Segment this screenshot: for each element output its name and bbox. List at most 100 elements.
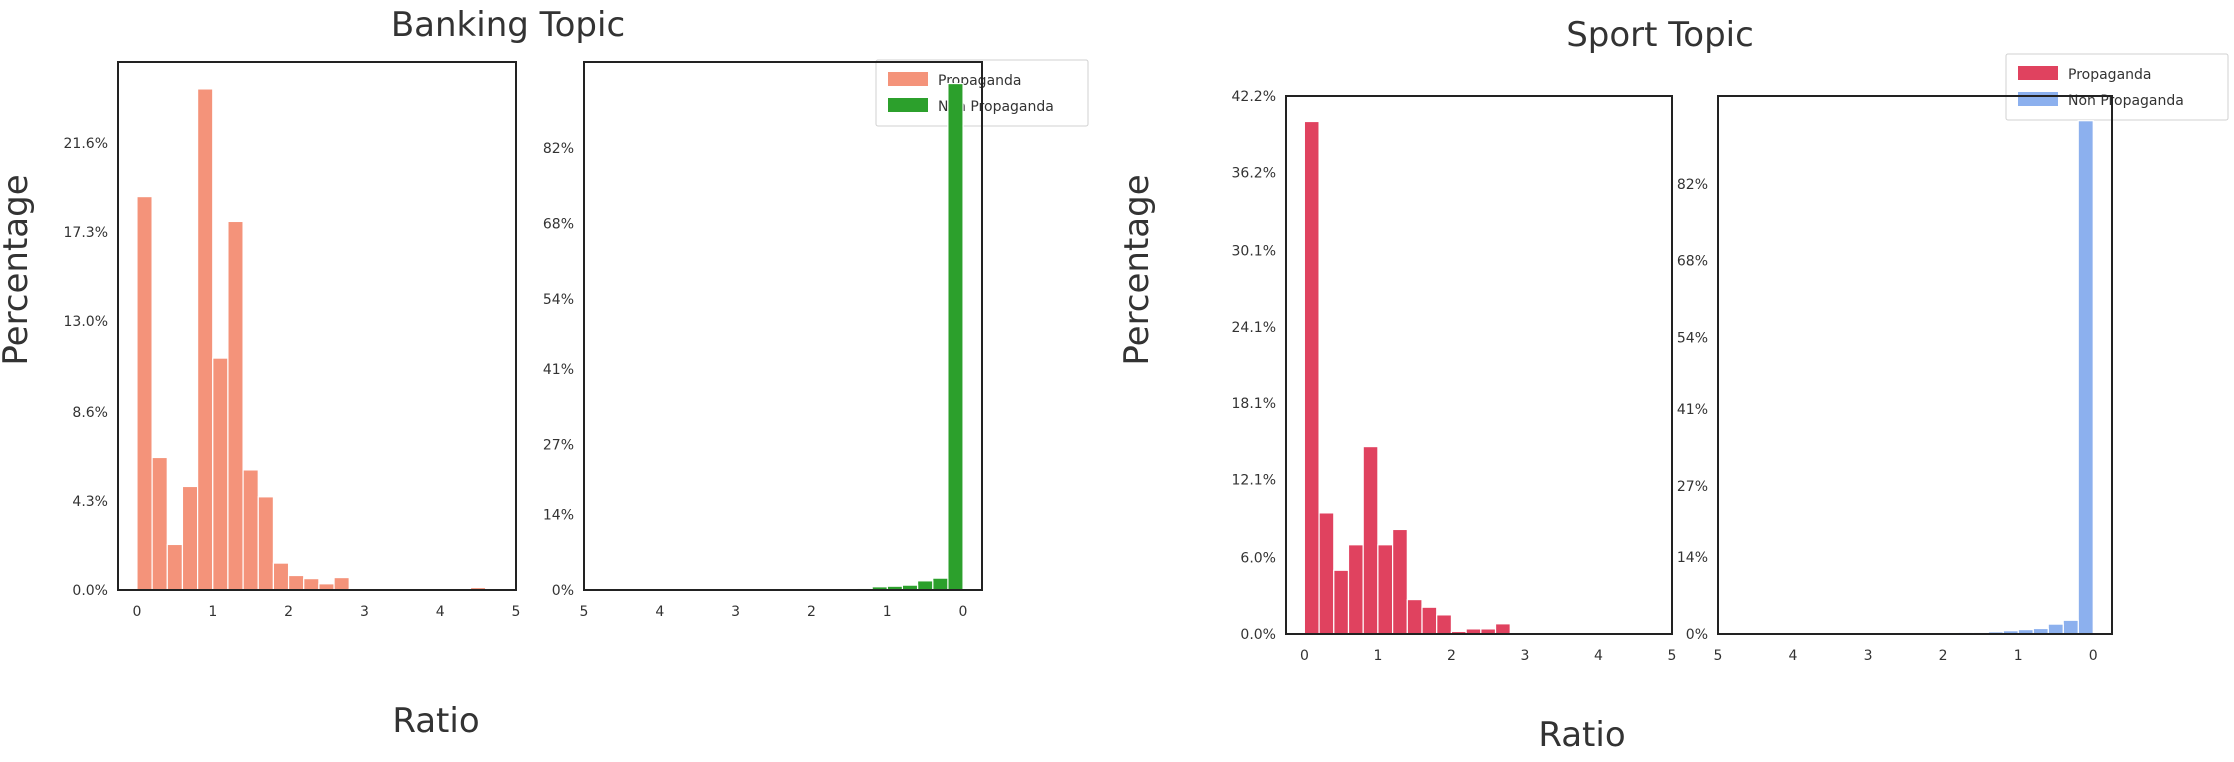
sport-propaganda-panel-ytick-label-0: 0.0%	[1240, 627, 1276, 643]
banking-propaganda-panel-ytick-label-2: 8.6%	[72, 405, 108, 421]
banking-xlabel: Ratio	[392, 701, 479, 741]
sport-nonpropaganda-panel-bar-0	[2077, 120, 2094, 635]
sport-propaganda-panel-bar-3	[1347, 544, 1364, 635]
banking-propaganda-panel-bar-11	[303, 578, 320, 591]
banking-nonpropaganda-panel-ytick-label-6: 82%	[543, 141, 574, 157]
sport-nonpropaganda-panel-bar-1	[2062, 619, 2079, 635]
banking-propaganda-panel-bars	[136, 88, 502, 591]
sport-nonpropaganda-panel-xtick-label-4: 1	[2014, 648, 2023, 664]
sport-nonpropaganda-panel-xtick-label-2: 3	[1864, 648, 1873, 664]
banking-nonpropaganda-panel-bars	[598, 82, 964, 591]
sport-propaganda-panel-bar-7	[1406, 598, 1423, 635]
sport-nonpropaganda-panel-ytick-label-0: 0%	[1686, 627, 1708, 643]
banking-propaganda-panel-xtick-label-2: 2	[284, 604, 293, 620]
banking-nonpropaganda-panel-ytick-label-2: 27%	[543, 438, 574, 454]
sport-nonpropaganda-panel-ytick-label-1: 14%	[1677, 550, 1708, 566]
banking-nonpropaganda-panel: 0% 14% 27% 41% 54% 68% 82% 5 4 3 2 1 0	[543, 61, 983, 620]
sport-nonpropaganda-panel-bar-2	[2047, 623, 2064, 635]
banking-legend-swatch-nonpropaganda	[888, 98, 928, 112]
banking-propaganda-panel-bar-1	[151, 456, 168, 591]
sport-ylabel: Percentage	[1117, 174, 1157, 365]
banking-propaganda-panel-bar-7	[242, 469, 259, 591]
sport-propaganda-panel-xtick-label-1: 1	[1373, 648, 1382, 664]
sport-propaganda-panel-xtick-label-0: 0	[1300, 648, 1309, 664]
sport-propaganda-panel-bar-5	[1377, 544, 1394, 635]
banking-nonpropaganda-panel-ytick-label-0: 0%	[552, 583, 574, 599]
sport-propaganda-panel-ytick-label-6: 36.2%	[1232, 166, 1276, 182]
banking-nonpropaganda-panel-bar-2	[916, 580, 934, 591]
sport-propaganda-panel: 0.0% 6.0% 12.1% 18.1% 24.1% 30.1% 36.2% 42.2% 0 1…	[1232, 89, 1677, 664]
sport-xlabel: Ratio	[1538, 715, 1625, 755]
banking-propaganda-panel-bar-6	[227, 220, 244, 591]
sport-group: Sport Topic Percentage Ratio Propaganda …	[1117, 15, 2229, 755]
banking-propaganda-panel-xtick-label-1: 1	[208, 604, 217, 620]
sport-propaganda-panel-bar-0	[1303, 120, 1320, 635]
banking-propaganda-panel-bar-4	[197, 88, 214, 591]
sport-nonpropaganda-panel-xtick-label-3: 2	[1939, 648, 1948, 664]
banking-nonpropaganda-panel-xtick-label-2: 3	[731, 604, 740, 620]
banking-propaganda-panel-xtick-label-0: 0	[133, 604, 142, 620]
sport-propaganda-panel-xtick-label-2: 2	[1447, 648, 1456, 664]
banking-propaganda-panel-bar-2	[166, 543, 184, 591]
banking-propaganda-panel-ytick-label-5: 21.6%	[64, 136, 108, 152]
banking-group: Banking Topic Percentage Ratio Propagand…	[0, 5, 1089, 741]
banking-title: Banking Topic	[391, 5, 625, 45]
sport-nonpropaganda-panel-frame	[1717, 95, 2113, 635]
banking-propaganda-panel-bar-3	[181, 485, 199, 591]
sport-nonpropaganda-panel-xtick-label-1: 4	[1789, 648, 1798, 664]
sport-legend-swatch-propaganda	[2018, 66, 2058, 80]
sport-propaganda-panel-xtick-label-4: 4	[1594, 648, 1603, 664]
banking-propaganda-panel-bar-0	[136, 195, 153, 591]
banking-nonpropaganda-panel-ytick-label-3: 41%	[543, 362, 574, 378]
sport-propaganda-panel-bars	[1303, 120, 1658, 635]
banking-nonpropaganda-panel-bar-0	[947, 82, 964, 591]
sport-legend: Propaganda Non Propaganda	[2005, 53, 2229, 121]
banking-propaganda-panel-frame	[117, 61, 517, 591]
sport-propaganda-panel-ytick-label-1: 6.0%	[1240, 551, 1276, 567]
banking-propaganda-panel-bar-5	[212, 357, 229, 591]
banking-propaganda-panel-ytick-label-1: 4.3%	[72, 494, 108, 510]
banking-nonpropaganda-panel-bar-1	[932, 577, 949, 591]
banking-propaganda-panel-xtick-label-4: 4	[436, 604, 445, 620]
sport-nonpropaganda-panel-xtick-label-0: 5	[1714, 648, 1723, 664]
sport-propaganda-panel-bar-13	[1494, 623, 1511, 635]
sport-propaganda-panel-bar-8	[1421, 606, 1438, 635]
sport-propaganda-panel-ytick-label-2: 12.1%	[1232, 473, 1276, 489]
banking-propaganda-panel-bar-13	[333, 576, 350, 591]
sport-legend-label-propaganda: Propaganda	[2068, 67, 2151, 83]
sport-propaganda-panel-ytick-label-4: 24.1%	[1232, 320, 1276, 336]
banking-nonpropaganda-panel-xtick-label-3: 2	[807, 604, 816, 620]
sport-nonpropaganda-panel-bars	[1732, 120, 2094, 635]
sport-nonpropaganda-panel-ytick-label-2: 27%	[1677, 479, 1708, 495]
sport-propaganda-panel-ytick-label-7: 42.2%	[1232, 89, 1276, 105]
banking-propaganda-panel-bar-9	[272, 562, 290, 591]
sport-propaganda-panel-bar-4	[1362, 445, 1379, 635]
sport-propaganda-panel-bar-1	[1318, 512, 1335, 635]
sport-propaganda-panel-bar-9	[1436, 614, 1453, 635]
banking-nonpropaganda-panel-ytick-label-1: 14%	[543, 508, 574, 524]
banking-nonpropaganda-panel-xtick-label-1: 4	[655, 604, 664, 620]
banking-ylabel: Percentage	[0, 174, 36, 365]
banking-propaganda-panel-ytick-label-3: 13.0%	[64, 314, 108, 330]
sport-nonpropaganda-panel-ytick-label-6: 82%	[1677, 177, 1708, 193]
sport-propaganda-panel-frame	[1285, 95, 1673, 635]
banking-propaganda-panel-bar-10	[287, 574, 305, 591]
sport-nonpropaganda-panel-xtick-label-5: 0	[2089, 648, 2098, 664]
sport-propaganda-panel-ytick-label-5: 30.1%	[1232, 243, 1276, 259]
banking-legend-label-nonpropaganda: Non Propaganda	[938, 99, 1054, 115]
sport-nonpropaganda-panel: 0% 14% 27% 41% 54% 68% 82% 5 4 3 2 1 0	[1677, 95, 2113, 664]
banking-propaganda-panel-ytick-label-0: 0.0%	[72, 583, 108, 599]
banking-nonpropaganda-panel-xtick-label-0: 5	[580, 604, 589, 620]
sport-propaganda-panel-bar-2	[1333, 569, 1350, 635]
banking-nonpropaganda-panel-ytick-label-4: 54%	[543, 292, 574, 308]
banking-propaganda-panel-xtick-label-3: 3	[360, 604, 369, 620]
banking-nonpropaganda-panel-xtick-label-5: 0	[959, 604, 968, 620]
sport-nonpropaganda-panel-ytick-label-3: 41%	[1677, 402, 1708, 418]
banking-propaganda-panel-xtick-label-5: 5	[512, 604, 521, 620]
banking-nonpropaganda-panel-xtick-label-4: 1	[883, 604, 892, 620]
banking-propaganda-panel: 0.0% 4.3% 8.6% 13.0% 17.3% 21.6% 0 1 2 3 4 5	[64, 61, 521, 620]
sport-legend-box	[2005, 53, 2229, 121]
sport-nonpropaganda-panel-ytick-label-5: 68%	[1677, 254, 1708, 270]
banking-legend-swatch-propaganda	[888, 72, 928, 86]
